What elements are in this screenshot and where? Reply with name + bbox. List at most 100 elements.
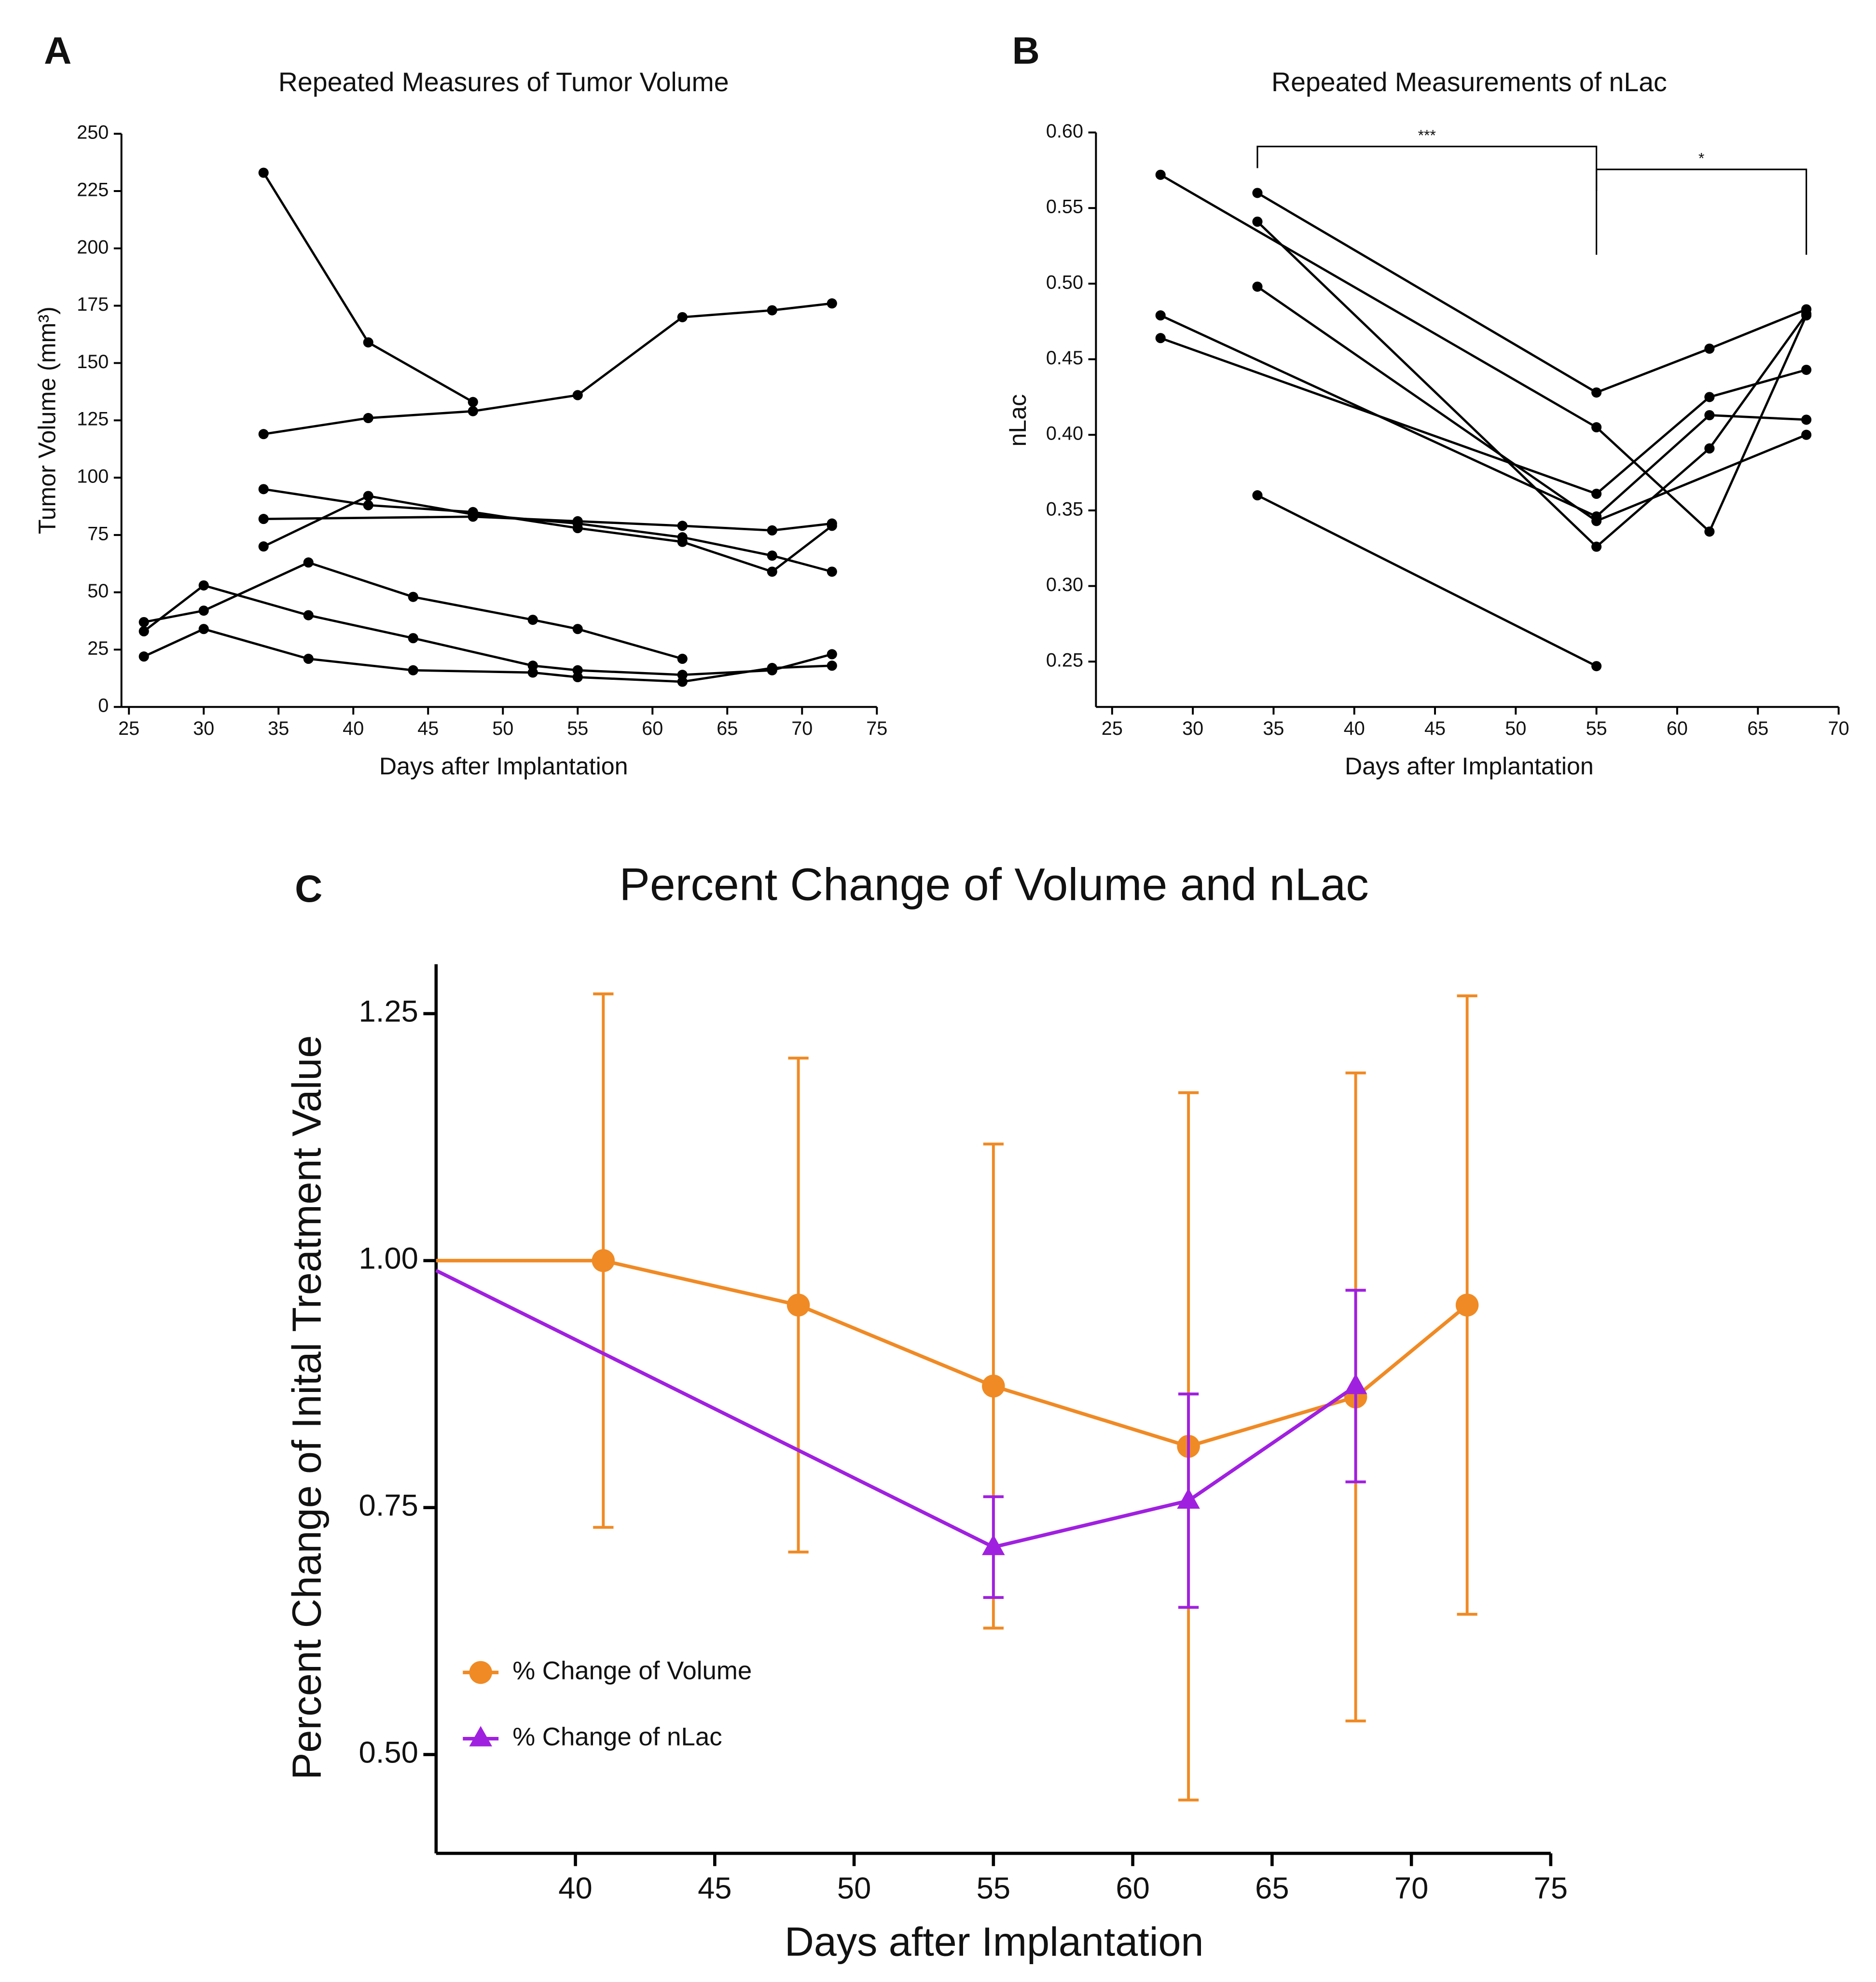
- marker: [677, 653, 688, 664]
- series: [1252, 188, 1812, 398]
- legend-label: % Change of nLac: [512, 1723, 722, 1751]
- marker: [138, 651, 149, 662]
- y-tick-label: 0.45: [1046, 347, 1083, 369]
- marker: [1155, 169, 1166, 180]
- significance-label: ***: [1418, 126, 1436, 144]
- series-line: [262, 172, 474, 403]
- x-tick-label: 50: [492, 718, 513, 739]
- marker: [303, 557, 314, 568]
- legend-label: % Change of Volume: [512, 1656, 752, 1685]
- x-tick-label: 40: [343, 718, 364, 739]
- marker: [677, 676, 688, 687]
- marker: [677, 521, 688, 531]
- series: [1155, 310, 1812, 522]
- legend-marker: [469, 1726, 492, 1747]
- marker: [468, 406, 478, 416]
- marker: [363, 337, 373, 348]
- y-axis-label: nLac: [1004, 394, 1031, 447]
- marker: [767, 551, 777, 561]
- y-tick-label: 0.50: [359, 1735, 418, 1769]
- series-line: [263, 495, 832, 573]
- marker: [1155, 333, 1166, 344]
- marker: [767, 305, 777, 316]
- y-axis-label: Percent Change of Inital Treatment Value: [284, 1035, 330, 1780]
- marker: [1801, 429, 1812, 440]
- marker: [827, 566, 837, 577]
- marker: [677, 312, 688, 322]
- x-tick-label: 60: [1116, 1872, 1149, 1905]
- y-tick-label: 75: [87, 523, 109, 544]
- marker: [1704, 443, 1715, 454]
- marker: [303, 653, 314, 664]
- marker: [1591, 422, 1602, 433]
- series: [138, 624, 837, 687]
- marker: [138, 617, 149, 627]
- marker: [1591, 387, 1602, 398]
- x-tick-label: 60: [642, 718, 663, 739]
- marker: [198, 606, 209, 616]
- series-line: [143, 561, 683, 660]
- marker: [677, 532, 688, 543]
- series-line: [435, 1268, 1357, 1549]
- marker: [572, 518, 583, 529]
- significance-bracket: [1596, 168, 1807, 255]
- series-line: [1160, 337, 1807, 496]
- x-tick-label: 30: [1182, 718, 1203, 739]
- x-tick-label: 55: [567, 718, 588, 739]
- marker: [592, 1249, 615, 1272]
- y-tick-label: 0.75: [359, 1488, 418, 1522]
- x-tick-label: 30: [193, 718, 214, 739]
- series: [1252, 281, 1812, 526]
- x-tick-label: 55: [977, 1872, 1010, 1905]
- series: [436, 992, 1479, 1802]
- x-tick-label: 65: [1747, 718, 1768, 739]
- x-tick-label: 40: [558, 1872, 592, 1905]
- x-axis-label: Days after Implantation: [785, 1919, 1204, 1965]
- marker: [408, 592, 418, 602]
- x-tick-label: 50: [1505, 718, 1526, 739]
- panel-label: C: [295, 867, 322, 910]
- marker: [1704, 526, 1715, 537]
- series: [1252, 490, 1602, 672]
- x-tick-label: 70: [791, 718, 813, 739]
- series: [1155, 333, 1812, 499]
- marker: [1704, 410, 1715, 421]
- marker: [198, 580, 209, 591]
- x-tick-label: 35: [268, 718, 289, 739]
- y-tick-label: 1.00: [359, 1242, 418, 1276]
- marker: [1591, 661, 1602, 672]
- x-tick-label: 75: [866, 718, 887, 739]
- x-tick-label: 25: [118, 718, 139, 739]
- marker: [527, 615, 538, 625]
- x-tick-label: 65: [1255, 1872, 1289, 1905]
- marker: [767, 525, 777, 536]
- series-line: [263, 302, 832, 436]
- series: [435, 1268, 1367, 1609]
- series: [258, 298, 837, 440]
- marker: [408, 633, 418, 644]
- marker: [1252, 490, 1263, 501]
- marker: [1704, 344, 1715, 354]
- x-tick-label: 45: [1424, 718, 1446, 739]
- marker: [258, 514, 269, 524]
- x-axis-label: Days after Implantation: [1345, 753, 1594, 780]
- series: [138, 557, 688, 664]
- chart-title: Repeated Measures of Tumor Volume: [278, 67, 729, 97]
- marker: [982, 1534, 1005, 1555]
- y-tick-label: 150: [77, 351, 109, 372]
- series: [258, 491, 837, 577]
- y-tick-label: 125: [77, 409, 109, 430]
- series: [138, 580, 837, 680]
- marker: [1591, 488, 1602, 499]
- marker: [258, 484, 269, 495]
- x-tick-label: 45: [417, 718, 439, 739]
- y-tick-label: 175: [77, 294, 109, 315]
- marker: [1344, 1373, 1367, 1394]
- marker: [572, 390, 583, 400]
- marker: [982, 1375, 1005, 1398]
- series-line: [263, 488, 833, 573]
- marker: [363, 500, 373, 510]
- marker: [363, 491, 373, 501]
- x-tick-label: 25: [1102, 718, 1123, 739]
- marker: [408, 665, 418, 675]
